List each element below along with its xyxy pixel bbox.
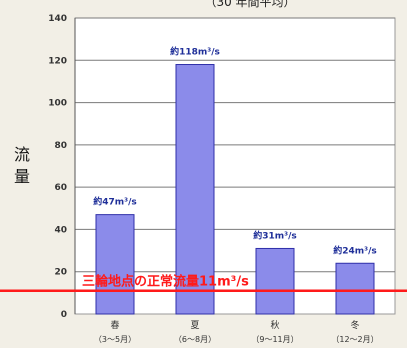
y-tick-label: 40 — [54, 225, 67, 235]
data-label: 約118m³/s — [170, 46, 220, 58]
x-tick-range-label: （12～2月） — [331, 335, 378, 344]
bar — [255, 247, 295, 315]
x-tick-range-label: （3～5月） — [94, 335, 136, 344]
data-label: 約31m³/s — [253, 229, 297, 241]
x-tick-label: 夏 — [190, 320, 199, 331]
y-tick-label: 120 — [48, 56, 67, 66]
y-tick-label: 20 — [54, 268, 67, 278]
data-labels: 約47m³/s 約118m³/s 約31m³/s 約24m³/s — [93, 46, 377, 257]
reference-line-label: 三輪地点の正常流量11m³/s — [82, 274, 249, 290]
y-axis: 0 20 40 60 80 100 120 140 — [48, 14, 76, 320]
reference-line-group: 三輪地点の正常流量11m³/s — [0, 274, 407, 292]
header-text: （30 年間平均） — [204, 0, 295, 9]
x-axis: 春 （3～5月） 夏 （6～8月） 秋 （9～11月） 冬 （12～2月） — [94, 319, 379, 344]
y-tick-label: 0 — [61, 310, 67, 320]
x-tick-label: 春 — [110, 319, 119, 331]
bar — [335, 262, 375, 315]
y-axis-label: 流量 — [14, 145, 30, 186]
data-label: 約47m³/s — [93, 196, 137, 208]
y-tick-label: 140 — [48, 14, 67, 24]
y-tick-label: 60 — [54, 183, 67, 193]
bar — [95, 214, 135, 315]
x-tick-range-label: （6～8月） — [174, 335, 216, 344]
data-label: 約24m³/s — [333, 244, 377, 256]
y-tick-label: 100 — [48, 99, 67, 109]
y-tick-label: 80 — [54, 141, 67, 151]
y-axis-label-char: 量 — [14, 167, 30, 186]
y-axis-label-char: 流 — [14, 145, 30, 164]
x-tick-label: 秋 — [270, 319, 279, 331]
x-tick-range-label: （9～11月） — [251, 335, 298, 344]
x-tick-label: 冬 — [350, 319, 359, 331]
bar — [175, 64, 215, 315]
bars — [95, 64, 375, 315]
